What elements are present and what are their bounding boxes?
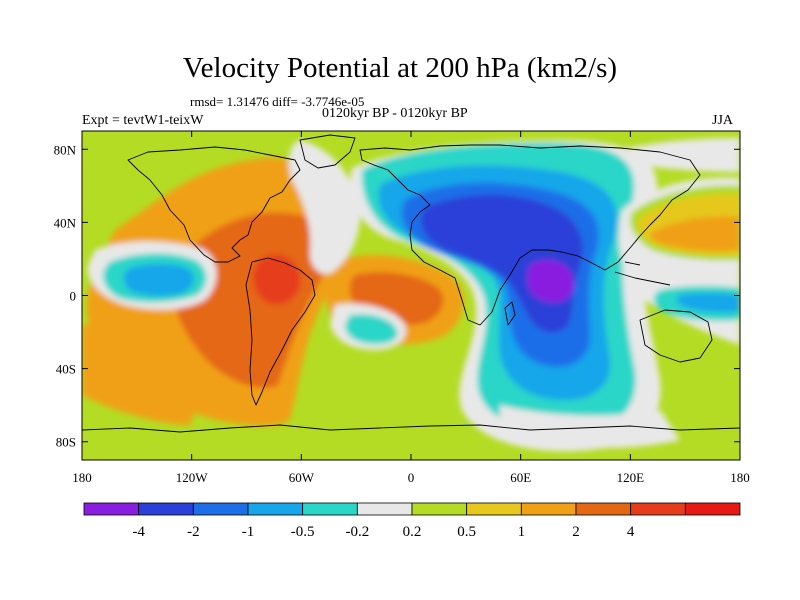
contour-orange-south-atlantic bbox=[326, 255, 464, 345]
coast-australia bbox=[639, 309, 713, 363]
contour-white-east-pacific bbox=[87, 241, 217, 310]
lat-tick-label: 40S bbox=[56, 362, 76, 377]
coastlines bbox=[82, 134, 740, 433]
colorbar-swatch bbox=[684, 502, 741, 516]
colorbar-swatch bbox=[575, 502, 632, 516]
longitude-axis: 180 120W 60W 0 60E 120E 180 bbox=[72, 131, 750, 485]
contour-darkblue-central bbox=[421, 194, 583, 333]
colorbar-label: 0.2 bbox=[403, 524, 422, 540]
latitude-axis: 80N 40N 0 40S 80S bbox=[54, 142, 740, 450]
coast-north-america bbox=[127, 146, 301, 263]
colorbar-swatch bbox=[356, 502, 413, 516]
lon-tick-label: 120W bbox=[176, 470, 209, 485]
contour-lightblue-east-pacific bbox=[124, 263, 194, 297]
coast-madagascar bbox=[504, 301, 516, 326]
contour-white-south-atlantic bbox=[330, 303, 406, 350]
lon-tick-label: 180 bbox=[730, 470, 750, 485]
contour-yellow-west-pacific bbox=[637, 194, 740, 256]
colorbar-swatch bbox=[83, 502, 140, 516]
contour-red-americas bbox=[172, 212, 329, 388]
colorbar-swatch bbox=[192, 502, 249, 516]
contour-field bbox=[82, 131, 740, 460]
colorbar-label: 1 bbox=[518, 524, 526, 540]
colorbar-label: -0.2 bbox=[345, 524, 369, 540]
lon-tick-label: 0 bbox=[408, 470, 415, 485]
contour-cyan-central bbox=[361, 142, 636, 433]
contour-orange-west-pacific bbox=[649, 216, 740, 252]
colorbar-label: -0.5 bbox=[291, 524, 315, 540]
colorbar-label: -1 bbox=[242, 524, 255, 540]
coast-antarctica bbox=[82, 424, 740, 433]
field-background bbox=[82, 131, 740, 460]
contour-purple-indian-ocean bbox=[527, 259, 574, 303]
experiment-label: Expt = tevtW1-teixW bbox=[82, 113, 204, 128]
coast-greenland bbox=[299, 134, 356, 169]
colorbar-swatch bbox=[466, 502, 522, 516]
coast-indonesia bbox=[614, 261, 671, 286]
lat-tick-label: 40N bbox=[54, 215, 77, 230]
contour-white-southern-ocean bbox=[500, 405, 680, 449]
colorbar-swatch bbox=[247, 502, 304, 516]
contour-deepred-south-america bbox=[253, 254, 301, 305]
colorbar-swatch bbox=[302, 502, 358, 516]
colorbar-swatch bbox=[411, 502, 468, 516]
colorbar-label: 0.5 bbox=[457, 524, 476, 540]
contour-cyan-south-atlantic bbox=[345, 314, 398, 345]
colorbar-label: 2 bbox=[572, 524, 580, 540]
contour-white-arctic-east bbox=[620, 138, 740, 172]
colorbar: -4 -2 -1 -0.5 -0.2 0.2 0.5 1 2 4 bbox=[83, 502, 741, 540]
lat-tick-label: 80S bbox=[56, 435, 76, 450]
contour-white-west-pacific bbox=[618, 177, 740, 345]
contour-lightblue-central bbox=[378, 165, 618, 401]
colorbar-swatch bbox=[138, 502, 194, 516]
colorbar-swatch bbox=[630, 502, 686, 516]
figure-title: Velocity Potential at 200 hPa (km2/s) bbox=[182, 52, 618, 84]
colorbar-label: 4 bbox=[627, 524, 635, 540]
period-label: 0120kyr BP - 0120kyr BP bbox=[322, 106, 468, 121]
lon-tick-label: 180 bbox=[72, 470, 92, 485]
contour-red-south-atlantic bbox=[349, 272, 444, 326]
contour-blue-central bbox=[401, 182, 599, 367]
stats-line: rmsd= 1.31476 diff= -3.7746e-05 bbox=[190, 94, 365, 109]
contour-cyan-east-pacific bbox=[103, 253, 207, 303]
contour-green-west-pacific bbox=[630, 185, 740, 261]
lon-tick-label: 60W bbox=[289, 470, 315, 485]
contour-blue-west-pacific bbox=[676, 293, 740, 313]
colorbar-label: -4 bbox=[132, 524, 145, 540]
contour-white-central bbox=[350, 140, 661, 452]
coast-south-america bbox=[245, 257, 316, 406]
coast-eurasia-africa bbox=[359, 144, 701, 326]
contour-white-north-atlantic bbox=[288, 140, 360, 274]
map-frame bbox=[81, 130, 741, 461]
season-label: JJA bbox=[712, 113, 734, 128]
contour-orange-southeast-pacific bbox=[82, 323, 194, 425]
lon-tick-label: 60E bbox=[510, 470, 531, 485]
lat-tick-label: 80N bbox=[54, 142, 77, 157]
contour-cyan-west-pacific bbox=[653, 285, 740, 321]
colorbar-swatch bbox=[520, 502, 577, 516]
lat-tick-label: 0 bbox=[70, 289, 77, 304]
contour-orange-americas bbox=[86, 157, 353, 426]
lon-tick-label: 120E bbox=[617, 470, 645, 485]
colorbar-label: -2 bbox=[187, 524, 200, 540]
